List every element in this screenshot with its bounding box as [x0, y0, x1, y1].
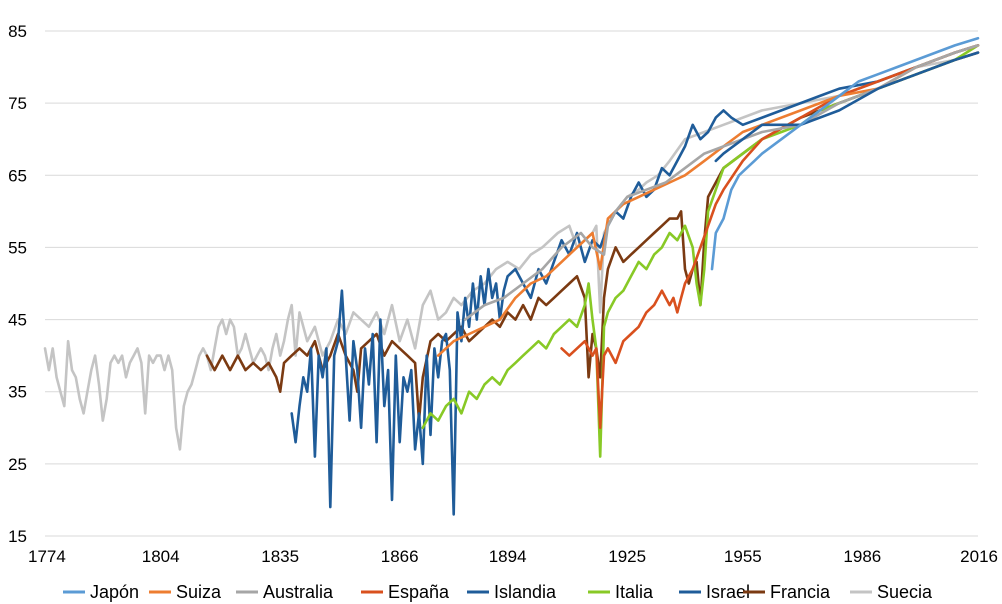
legend-label: Israel: [706, 582, 750, 602]
legend-label: Islandia: [494, 582, 557, 602]
legend-label: Suecia: [877, 582, 933, 602]
legend-item: Australia: [236, 582, 334, 602]
series-line-suecia: [43, 51, 980, 451]
x-tick-label: 1804: [142, 547, 180, 566]
y-tick-label: 45: [8, 311, 27, 330]
series-line-italia: [421, 44, 980, 458]
y-tick-label: 25: [8, 455, 27, 474]
x-tick-label: 1986: [843, 547, 881, 566]
legend-item: Suiza: [149, 582, 222, 602]
x-tick-label: 1835: [261, 547, 299, 566]
legend-label: España: [388, 582, 450, 602]
legend-label: Suiza: [176, 582, 222, 602]
y-tick-label: 75: [8, 94, 27, 113]
y-tick-label: 15: [8, 527, 27, 546]
series-line-suiza: [436, 44, 980, 357]
x-axis-ticks: 1774 1804 1835 1866 1894 1925 1955 1986 2016: [28, 547, 998, 566]
x-tick-label: 1774: [28, 547, 66, 566]
legend-label: Francia: [770, 582, 831, 602]
legend-label: Japón: [90, 582, 139, 602]
x-tick-label: 1925: [608, 547, 646, 566]
legend-label: Australia: [263, 582, 334, 602]
y-tick-label: 35: [8, 383, 27, 402]
legend-item: Japón: [63, 582, 139, 602]
x-tick-label: 2016: [960, 547, 998, 566]
x-tick-label: 1955: [724, 547, 762, 566]
y-tick-label: 55: [8, 238, 27, 257]
legend-item: Suecia: [850, 582, 933, 602]
gridlines: [45, 30, 978, 537]
legend-item: Islandia: [467, 582, 557, 602]
y-tick-label: 65: [8, 166, 27, 185]
series-lines: [43, 36, 980, 516]
x-tick-label: 1894: [489, 547, 527, 566]
series-line-islandia: [290, 44, 980, 516]
x-tick-label: 1866: [381, 547, 419, 566]
legend-item: Israel: [679, 582, 750, 602]
legend-item: España: [361, 582, 450, 602]
y-tick-label: 85: [8, 22, 27, 41]
y-axis-ticks: 85 75 65 55 45 35 25 15: [8, 22, 27, 546]
series-line-israel: [714, 51, 980, 163]
legend-item: Francia: [743, 582, 831, 602]
legend-label: Italia: [615, 582, 654, 602]
legend: Japón Suiza Australia España Islandia Italia I…: [63, 582, 933, 602]
legend-item: Italia: [588, 582, 654, 602]
series-line-japón: [710, 36, 980, 271]
series-line-australia: [463, 44, 980, 321]
